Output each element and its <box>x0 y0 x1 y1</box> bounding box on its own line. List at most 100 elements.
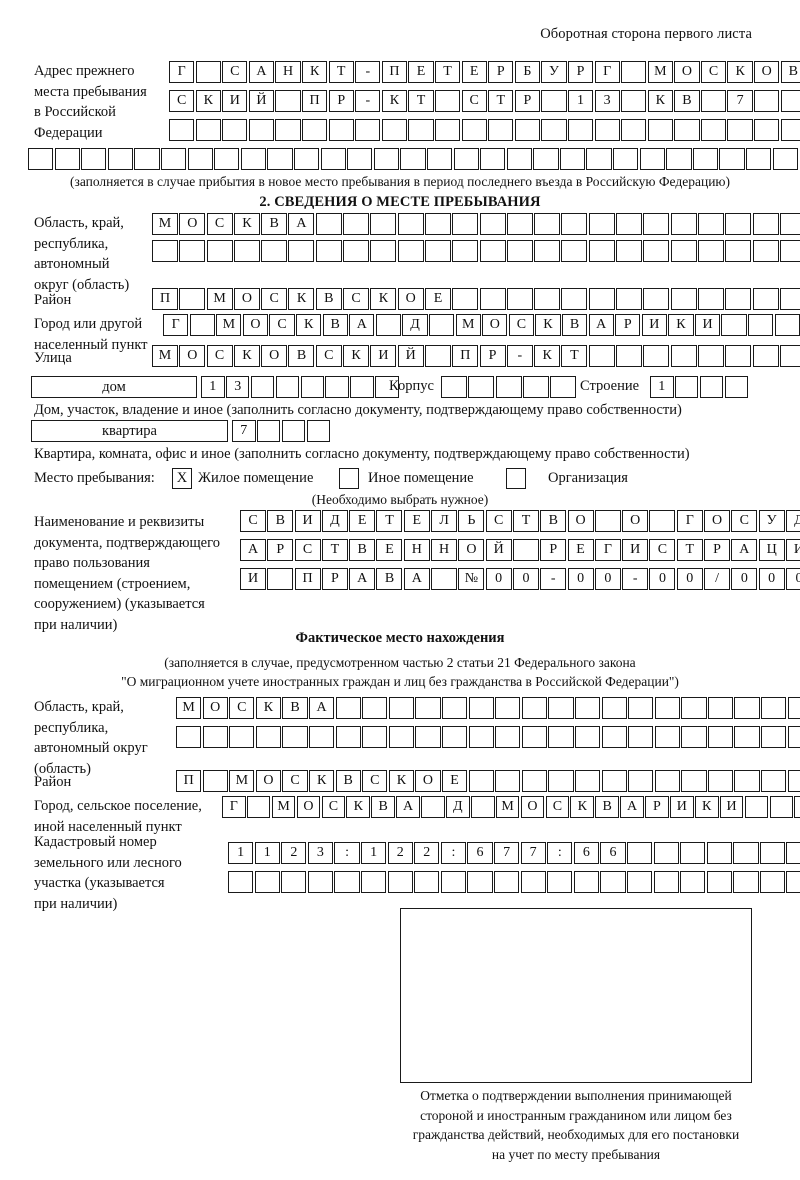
char-cell[interactable] <box>754 90 780 112</box>
char-cell[interactable]: Л <box>431 510 458 532</box>
char-cell[interactable] <box>495 697 521 719</box>
char-cell[interactable]: С <box>700 61 727 83</box>
char-cell[interactable] <box>397 240 424 262</box>
char-cell[interactable] <box>588 213 615 235</box>
char-cell[interactable] <box>780 119 800 141</box>
char-cell[interactable]: И <box>785 539 800 561</box>
char-cell[interactable] <box>725 240 752 262</box>
char-cell[interactable] <box>362 697 388 719</box>
char-cell[interactable] <box>246 796 271 818</box>
char-cell[interactable] <box>733 842 759 864</box>
char-cell[interactable] <box>214 148 240 170</box>
char-cell[interactable] <box>375 376 399 398</box>
char-cell[interactable] <box>452 240 479 262</box>
char-cell[interactable] <box>547 871 573 893</box>
char-cell[interactable] <box>350 376 374 398</box>
char-cell[interactable] <box>628 697 654 719</box>
char-cell[interactable]: Н <box>275 61 301 83</box>
char-cell[interactable]: 1 <box>650 376 674 398</box>
char-cell[interactable] <box>453 148 479 170</box>
char-cell[interactable] <box>479 240 506 262</box>
char-cell[interactable] <box>506 288 533 310</box>
char-cell[interactable] <box>752 288 779 310</box>
char-cell[interactable] <box>786 871 800 893</box>
char-cell[interactable] <box>759 842 786 864</box>
char-cell[interactable]: 6 <box>573 842 600 864</box>
char-cell[interactable] <box>561 240 588 262</box>
char-cell[interactable] <box>779 213 800 235</box>
char-cell[interactable]: Р <box>488 61 514 83</box>
char-cell[interactable]: А <box>588 314 614 336</box>
char-cell[interactable]: - <box>506 345 533 367</box>
char-cell[interactable] <box>643 240 670 262</box>
char-cell[interactable] <box>370 213 397 235</box>
char-cell[interactable] <box>240 148 267 170</box>
char-cell[interactable] <box>388 697 415 719</box>
char-cell[interactable]: Е <box>408 61 434 83</box>
char-cell[interactable] <box>195 61 221 83</box>
char-cell[interactable]: О <box>704 510 731 532</box>
char-cell[interactable] <box>616 240 643 262</box>
char-cell[interactable] <box>534 240 561 262</box>
char-cell[interactable] <box>293 148 320 170</box>
char-cell[interactable] <box>375 314 402 336</box>
char-cell[interactable] <box>521 726 548 748</box>
char-cell[interactable]: Т <box>561 345 588 367</box>
char-cell[interactable] <box>616 345 643 367</box>
char-cell[interactable]: П <box>176 770 202 792</box>
char-cell[interactable] <box>355 119 381 141</box>
char-cell[interactable] <box>734 726 760 748</box>
char-cell[interactable]: И <box>694 314 721 336</box>
char-cell[interactable] <box>334 871 360 893</box>
char-cell[interactable]: С <box>362 770 388 792</box>
char-cell[interactable] <box>779 345 800 367</box>
char-cell[interactable]: / <box>704 568 731 590</box>
char-cell[interactable]: М <box>176 697 202 719</box>
char-cell[interactable] <box>670 345 697 367</box>
char-cell[interactable]: М <box>647 61 673 83</box>
char-cell[interactable] <box>666 148 692 170</box>
char-cell[interactable] <box>761 726 787 748</box>
char-cell[interactable] <box>480 148 506 170</box>
char-cell[interactable] <box>744 796 769 818</box>
char-cell[interactable] <box>428 314 455 336</box>
char-cell[interactable] <box>649 510 676 532</box>
char-cell[interactable]: - <box>540 568 567 590</box>
char-cell[interactable] <box>601 697 627 719</box>
char-cell[interactable]: Т <box>376 510 403 532</box>
char-cell[interactable]: А <box>288 213 315 235</box>
char-cell[interactable]: А <box>240 539 266 561</box>
char-cell[interactable] <box>621 119 647 141</box>
char-cell[interactable]: 0 <box>594 568 621 590</box>
korpus-row[interactable] <box>441 376 577 398</box>
char-cell[interactable]: К <box>727 61 753 83</box>
char-cell[interactable] <box>643 345 670 367</box>
char-cell[interactable] <box>779 240 800 262</box>
char-cell[interactable] <box>488 119 514 141</box>
char-cell[interactable] <box>594 119 620 141</box>
char-cell[interactable] <box>761 697 787 719</box>
char-cell[interactable] <box>734 697 760 719</box>
char-cell[interactable] <box>573 871 600 893</box>
char-cell[interactable] <box>479 213 506 235</box>
char-cell[interactable] <box>628 726 654 748</box>
char-cell[interactable] <box>495 376 522 398</box>
char-cell[interactable]: 6 <box>467 842 493 864</box>
char-cell[interactable]: И <box>641 314 667 336</box>
char-cell[interactable] <box>28 148 54 170</box>
char-cell[interactable] <box>697 240 724 262</box>
char-cell[interactable]: С <box>508 314 535 336</box>
char-cell[interactable]: И <box>670 796 694 818</box>
char-cell[interactable]: К <box>647 90 673 112</box>
char-cell[interactable] <box>725 213 752 235</box>
char-cell[interactable]: О <box>255 770 282 792</box>
char-cell[interactable] <box>787 697 800 719</box>
char-cell[interactable] <box>621 61 647 83</box>
char-cell[interactable] <box>550 376 577 398</box>
char-cell[interactable]: О <box>458 539 485 561</box>
char-cell[interactable]: Р <box>328 90 354 112</box>
char-cell[interactable] <box>700 90 727 112</box>
char-cell[interactable] <box>441 726 468 748</box>
